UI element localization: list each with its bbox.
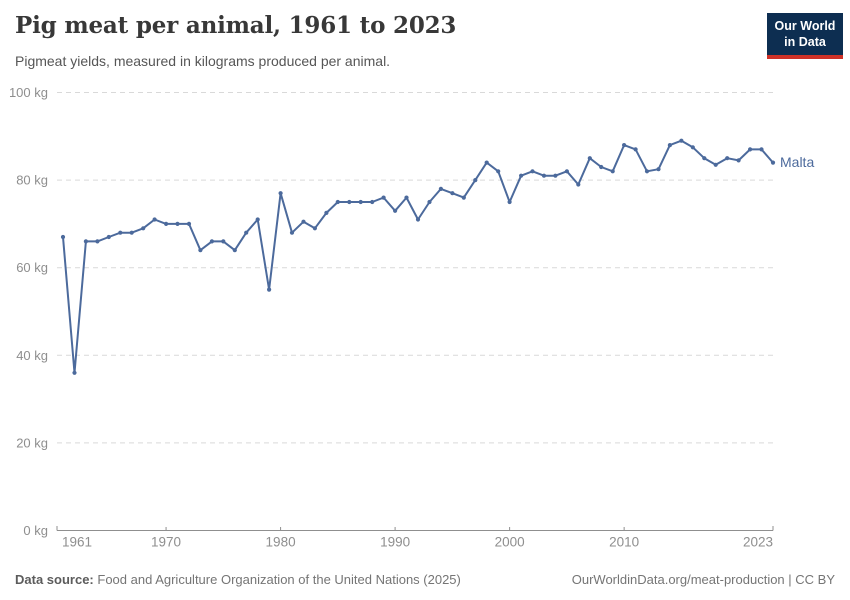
x-axis bbox=[56, 526, 774, 531]
data-point[interactable] bbox=[759, 147, 764, 152]
y-gridlines bbox=[57, 92, 773, 444]
chart-subtitle: Pigmeat yields, measured in kilograms pr… bbox=[15, 53, 391, 69]
y-tick-label: 0 kg bbox=[23, 523, 48, 538]
x-tick-label: 2000 bbox=[495, 535, 525, 550]
data-point[interactable] bbox=[576, 182, 581, 187]
data-source: Data source: Food and Agriculture Organi… bbox=[15, 572, 461, 587]
data-point[interactable] bbox=[106, 234, 111, 240]
data-point[interactable] bbox=[427, 199, 432, 205]
data-point[interactable] bbox=[484, 160, 489, 165]
data-point[interactable] bbox=[221, 239, 226, 244]
data-point[interactable] bbox=[72, 370, 77, 375]
data-point[interactable] bbox=[622, 143, 627, 148]
x-axis-labels: 1961 1970 1980 1990 2000 2010 2023 bbox=[62, 535, 773, 550]
y-tick-label: 100 kg bbox=[9, 85, 48, 100]
data-point[interactable] bbox=[164, 221, 169, 226]
data-point[interactable] bbox=[713, 162, 718, 167]
data-point[interactable] bbox=[278, 191, 283, 196]
data-source-label: Data source: bbox=[15, 572, 94, 587]
x-tick-label: 1961 bbox=[62, 535, 92, 550]
data-point[interactable] bbox=[60, 234, 66, 240]
data-line-malta[interactable] bbox=[62, 139, 774, 374]
data-point[interactable] bbox=[232, 248, 237, 253]
data-point[interactable] bbox=[633, 147, 638, 152]
data-point[interactable] bbox=[141, 226, 146, 231]
data-point[interactable] bbox=[450, 191, 455, 196]
data-points-malta[interactable] bbox=[60, 138, 776, 375]
x-tick-label: 2010 bbox=[609, 535, 639, 550]
data-point[interactable] bbox=[347, 199, 352, 205]
data-source-text: Food and Agriculture Organization of the… bbox=[97, 572, 461, 587]
y-tick-label: 20 kg bbox=[16, 435, 48, 450]
data-point[interactable] bbox=[198, 248, 203, 253]
data-point[interactable] bbox=[553, 173, 558, 178]
data-point[interactable] bbox=[496, 169, 501, 174]
y-tick-label: 80 kg bbox=[16, 173, 48, 188]
owid-logo-line2: in Data bbox=[784, 34, 826, 49]
data-point[interactable] bbox=[667, 143, 673, 148]
data-point[interactable] bbox=[267, 287, 272, 292]
data-point[interactable] bbox=[415, 217, 421, 222]
data-point[interactable] bbox=[564, 169, 570, 174]
data-point[interactable] bbox=[358, 199, 363, 205]
data-point[interactable] bbox=[301, 219, 306, 224]
data-point[interactable] bbox=[312, 226, 317, 231]
data-point[interactable] bbox=[530, 169, 535, 174]
data-point[interactable] bbox=[393, 208, 398, 213]
data-point[interactable] bbox=[599, 164, 604, 170]
credit-link[interactable]: OurWorldinData.org/meat-production | CC … bbox=[571, 572, 835, 587]
data-point[interactable] bbox=[770, 160, 776, 165]
owid-logo: Our World in Data bbox=[767, 13, 843, 60]
data-point[interactable] bbox=[748, 147, 753, 152]
data-point[interactable] bbox=[519, 173, 524, 178]
data-point[interactable] bbox=[152, 217, 157, 222]
data-point[interactable] bbox=[335, 199, 340, 205]
x-tick-label: 1990 bbox=[380, 535, 410, 550]
data-point[interactable] bbox=[324, 210, 329, 215]
x-tick-label: 1970 bbox=[151, 535, 181, 550]
data-point[interactable] bbox=[175, 221, 180, 226]
data-point[interactable] bbox=[644, 169, 650, 174]
data-point[interactable] bbox=[736, 158, 741, 163]
data-point[interactable] bbox=[473, 178, 478, 183]
data-point[interactable] bbox=[381, 195, 386, 200]
data-point[interactable] bbox=[438, 186, 443, 191]
data-point[interactable] bbox=[507, 199, 512, 205]
x-tick-label: 1980 bbox=[266, 535, 296, 550]
chart-footer: Data source: Food and Agriculture Organi… bbox=[15, 572, 835, 587]
data-point[interactable] bbox=[244, 230, 249, 235]
data-point[interactable] bbox=[404, 195, 409, 200]
data-point[interactable] bbox=[610, 169, 615, 174]
y-tick-label: 60 kg bbox=[16, 260, 48, 275]
entity-label-malta[interactable]: Malta bbox=[780, 154, 814, 170]
page-title: Pig meat per animal, 1961 to 2023 bbox=[15, 12, 457, 39]
data-point[interactable] bbox=[129, 230, 134, 235]
y-axis-labels: 0 kg 20 kg 40 kg 60 kg 80 kg 100 kg bbox=[9, 85, 48, 538]
y-tick-label: 40 kg bbox=[16, 348, 48, 363]
data-point[interactable] bbox=[370, 199, 375, 205]
data-point[interactable] bbox=[587, 156, 592, 161]
data-point[interactable] bbox=[289, 230, 295, 235]
data-point[interactable] bbox=[186, 221, 192, 226]
data-point[interactable] bbox=[255, 217, 260, 222]
owid-logo-line1: Our World bbox=[774, 19, 836, 33]
data-point[interactable] bbox=[541, 173, 547, 178]
data-point[interactable] bbox=[95, 239, 100, 244]
data-point[interactable] bbox=[83, 239, 88, 244]
data-point[interactable] bbox=[461, 195, 466, 200]
data-point[interactable] bbox=[725, 156, 730, 161]
data-point[interactable] bbox=[118, 230, 123, 235]
data-point[interactable] bbox=[702, 156, 707, 161]
x-tick-label: 2023 bbox=[743, 535, 773, 550]
data-point[interactable] bbox=[209, 239, 214, 244]
data-point[interactable] bbox=[690, 145, 695, 150]
data-point[interactable] bbox=[679, 138, 684, 143]
data-point[interactable] bbox=[656, 167, 661, 172]
